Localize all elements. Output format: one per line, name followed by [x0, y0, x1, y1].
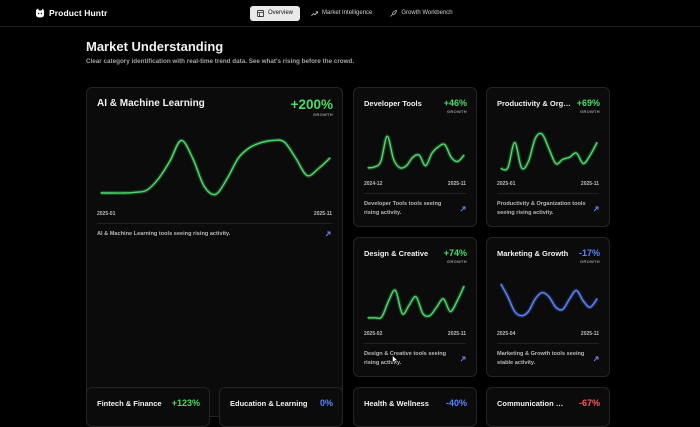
external-link-icon[interactable]	[325, 231, 331, 237]
card-title: AI & Machine Learning	[97, 98, 205, 109]
external-link-icon[interactable]	[460, 356, 466, 362]
category-card-education[interactable]: Education & Learning 0%	[219, 387, 343, 427]
category-card-ai-ml[interactable]: AI & Machine Learning +200% GROWTH 2025-…	[86, 87, 343, 417]
category-card-productivity[interactable]: Productivity & Organization +69% GROWTH …	[486, 87, 610, 227]
growth-value: -40%	[445, 398, 467, 408]
sparkline-glow	[367, 285, 466, 321]
card-title: Design & Creative	[364, 249, 429, 258]
external-link-icon[interactable]	[593, 356, 599, 362]
nav-overview[interactable]: Overview	[250, 5, 301, 21]
card-title: Education & Learning	[230, 399, 308, 408]
nav-market-intelligence[interactable]: Market Intelligence	[304, 6, 379, 21]
sparkline-line	[367, 285, 465, 320]
category-card-marketing-growth[interactable]: Marketing & Growth -17% GROWTH 2025-04 2…	[486, 237, 610, 377]
card-title: Communication & Collaboration	[497, 399, 567, 408]
top-navigation-bar: Product Huntr Overview Market Intelligen…	[0, 0, 700, 27]
trend-sparkline	[367, 285, 466, 321]
end-date: 2025-11	[447, 181, 466, 187]
start-date: 2025-02	[364, 331, 383, 337]
nav-market-intelligence-label: Market Intelligence	[322, 10, 373, 16]
growth-label: GROWTH	[446, 259, 467, 264]
start-date: 2024-12	[364, 181, 383, 187]
card-divider	[364, 193, 466, 194]
growth-label: GROWTH	[446, 109, 467, 114]
external-link-icon[interactable]	[593, 206, 599, 212]
sparkline-glow	[500, 131, 599, 172]
trend-sparkline	[100, 138, 332, 197]
growth-value: +200%	[290, 97, 333, 112]
growth-value: +74%	[443, 248, 467, 258]
growth-value: -17%	[578, 248, 600, 258]
nav-overview-label: Overview	[268, 10, 294, 16]
trend-sparkline	[500, 131, 599, 172]
sparkline-line	[100, 139, 331, 196]
growth-label: GROWTH	[312, 112, 333, 117]
card-divider	[97, 223, 332, 224]
category-card-communication[interactable]: Communication & Collaboration -67%	[486, 387, 610, 427]
sparkline-line	[367, 135, 465, 169]
card-description: Productivity & Organization tools seeing…	[497, 201, 586, 216]
app-name: Product Huntr	[49, 8, 108, 18]
growth-label: GROWTH	[579, 259, 600, 264]
brand[interactable]: Product Huntr	[35, 6, 107, 20]
card-divider	[497, 343, 599, 344]
grid-icon	[257, 9, 264, 17]
card-description: Marketing & Growth tools seeing stable a…	[497, 351, 585, 366]
card-title: Health & Wellness	[364, 399, 429, 408]
sparkline-line	[500, 283, 598, 317]
start-date: 2025-04	[497, 331, 516, 337]
card-divider	[364, 343, 466, 344]
category-card-developer-tools[interactable]: Developer Tools +46% GROWTH 2024-12 2025…	[353, 87, 477, 227]
page-subtitle: Clear category identification with real-…	[86, 58, 355, 65]
trend-icon	[311, 10, 318, 16]
card-title: Fintech & Finance	[97, 399, 162, 408]
card-description: Design & Creative tools seeing rising ac…	[364, 351, 447, 366]
card-title: Productivity & Organization	[497, 99, 573, 108]
card-title: Developer Tools	[364, 99, 422, 108]
mouse-cursor-icon	[392, 355, 398, 364]
sparkline-line	[500, 132, 598, 171]
cat-logo-icon	[36, 8, 44, 18]
category-card-health[interactable]: Health & Wellness -40%	[353, 387, 477, 427]
card-description: AI & Machine Learning tools seeing risin…	[97, 231, 231, 237]
page-title: Market Understanding	[86, 39, 224, 54]
card-description: Developer Tools tools seeing rising acti…	[364, 201, 442, 216]
growth-value: -67%	[578, 398, 600, 408]
external-link-icon[interactable]	[460, 206, 466, 212]
card-divider	[497, 193, 599, 194]
category-card-design-creative[interactable]: Design & Creative +74% GROWTH 2025-02 20…	[353, 237, 477, 377]
category-card-fintech[interactable]: Fintech & Finance +123%	[86, 387, 210, 427]
nav-growth-workbench[interactable]: Growth Workbench	[383, 6, 459, 21]
rocket-icon	[390, 9, 398, 17]
growth-label: GROWTH	[579, 109, 600, 114]
card-title: Marketing & Growth	[497, 249, 569, 258]
end-date: 2025-11	[580, 181, 599, 187]
end-date: 2025-11	[313, 211, 332, 217]
end-date: 2025-11	[580, 331, 599, 337]
main-nav: Overview Market Intelligence Growth Work…	[250, 5, 460, 21]
growth-value: +69%	[576, 98, 600, 108]
nav-growth-workbench-label: Growth Workbench	[401, 10, 453, 16]
start-date: 2025-01	[97, 211, 116, 217]
start-date: 2025-01	[497, 181, 516, 187]
growth-value: +123%	[171, 398, 200, 408]
trend-sparkline	[367, 134, 466, 171]
growth-value: +46%	[443, 98, 467, 108]
end-date: 2025-11	[447, 331, 466, 337]
sparkline-glow	[101, 138, 332, 197]
growth-value: 0%	[319, 398, 333, 408]
trend-sparkline	[499, 283, 599, 318]
